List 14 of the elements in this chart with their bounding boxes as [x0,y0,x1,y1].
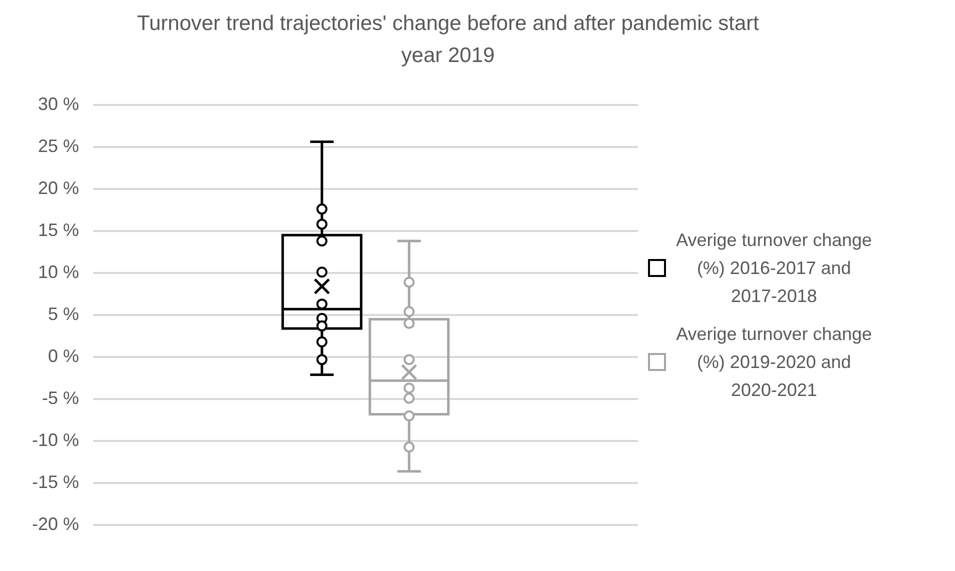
y-tick-label: -15 % [32,472,80,492]
y-tick-label: 5 % [48,304,80,324]
y-tick-label: -5 % [42,388,80,408]
y-tick-label: 25 % [38,136,80,156]
y-tick-label: -10 % [32,430,80,450]
y-tick-label: 10 % [38,262,80,282]
y-tick-label: 20 % [38,178,80,198]
y-tick-label: 30 % [38,94,80,114]
chart-title: Turnover trend trajectories' change before and after pandemic start year 2019 [136,11,760,69]
legend-label: Averige turnover change (%) 2016-2017 and 2017-2018 [675,229,873,308]
y-tick-label: 0 % [48,346,80,366]
legend-label: Averige turnover change (%) 2019-2020 and 2020-2021 [675,323,873,402]
y-tick-label: 15 % [38,220,80,240]
y-tick-label: -20 % [32,514,80,534]
